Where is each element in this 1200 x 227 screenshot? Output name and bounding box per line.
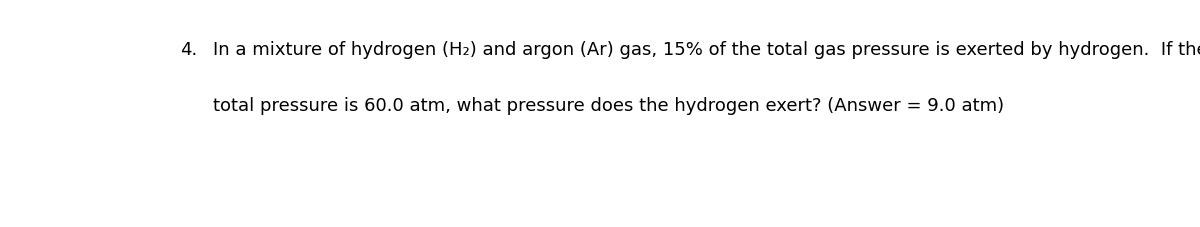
Text: 4.: 4.	[180, 41, 197, 59]
Text: In a mixture of hydrogen (H₂) and argon (Ar) gas, 15% of the total gas pressure : In a mixture of hydrogen (H₂) and argon …	[214, 41, 1200, 59]
Text: total pressure is 60.0 atm, what pressure does the hydrogen exert? (Answer = 9.0: total pressure is 60.0 atm, what pressur…	[214, 97, 1004, 115]
